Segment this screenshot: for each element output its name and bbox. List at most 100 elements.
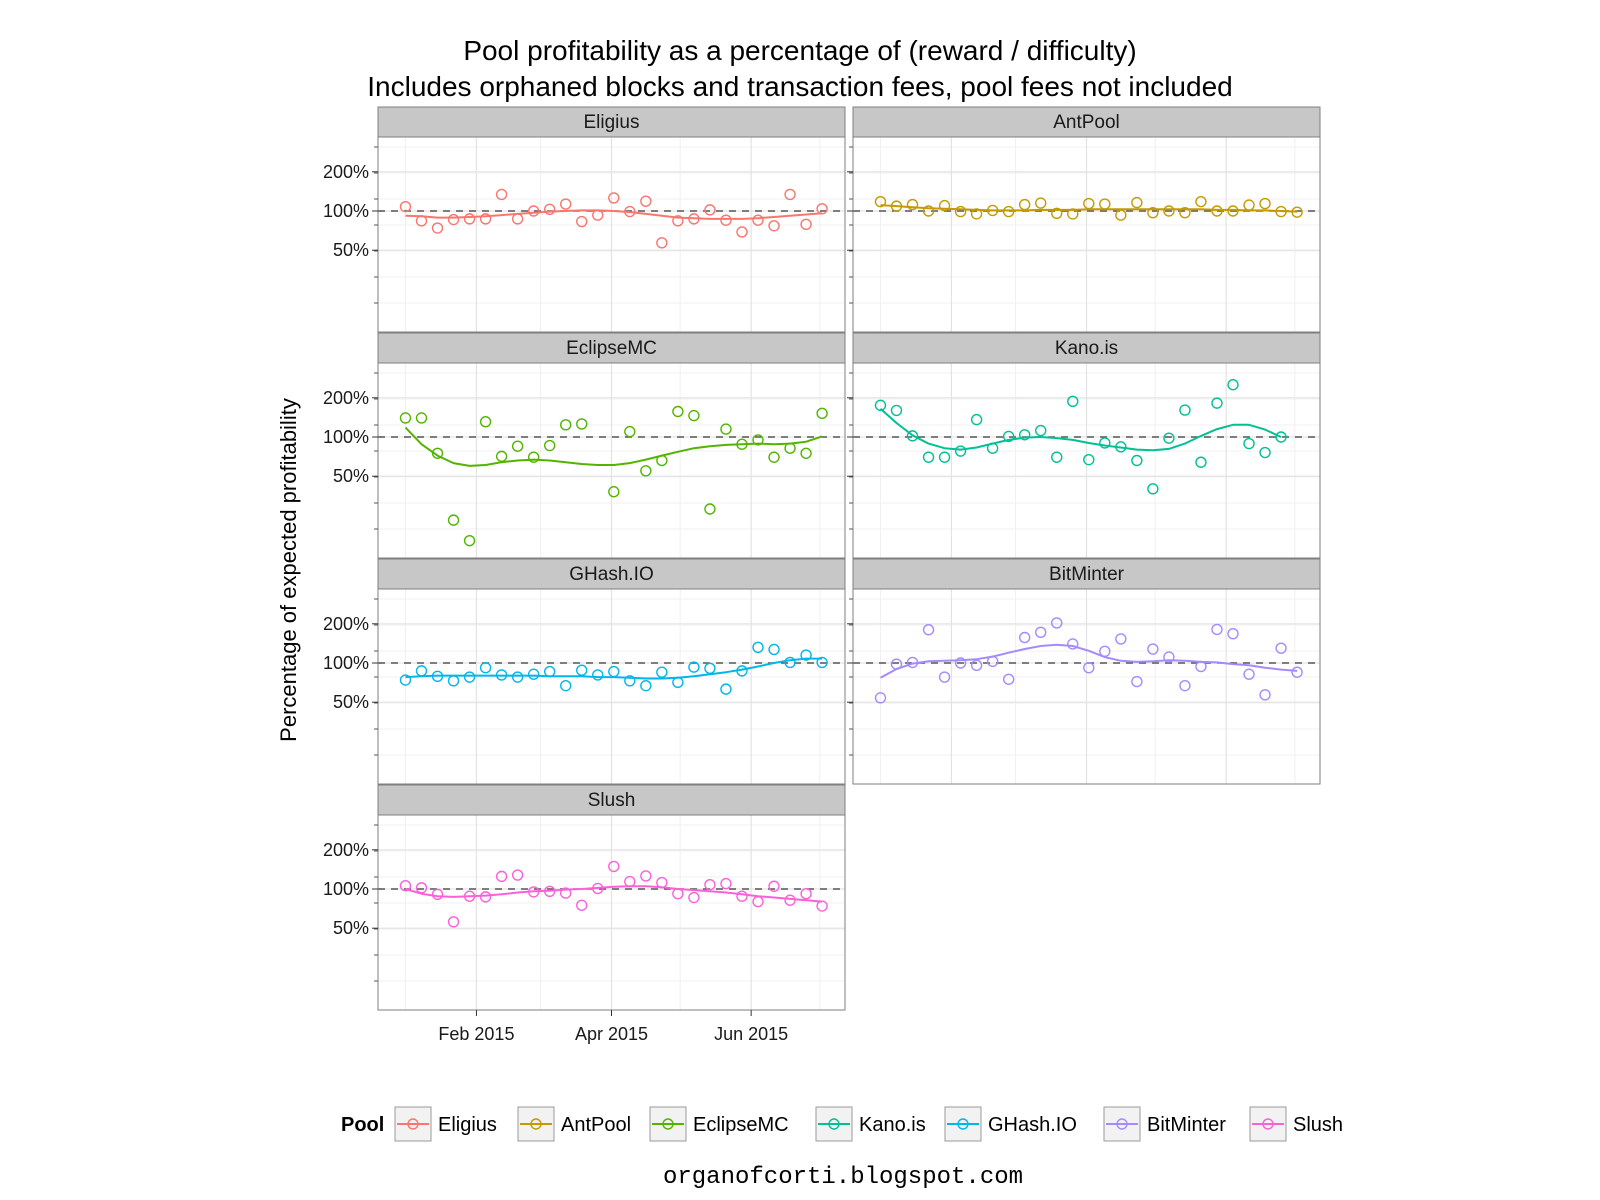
data-point xyxy=(816,656,828,669)
data-point xyxy=(890,404,903,417)
y-tick-label: 200% xyxy=(323,388,369,408)
data-point xyxy=(1002,673,1015,685)
data-point xyxy=(1195,456,1207,468)
data-point xyxy=(672,405,684,418)
data-point xyxy=(768,643,780,656)
panel-kano-is: Kano.is xyxy=(847,332,1321,559)
data-point xyxy=(479,213,492,225)
data-point xyxy=(720,423,732,435)
data-point xyxy=(608,860,620,873)
data-point xyxy=(511,440,524,452)
facet-strip-label: BitMinter xyxy=(1049,564,1125,585)
facet-strip-label: GHash.IO xyxy=(569,564,653,585)
data-point xyxy=(1163,205,1175,217)
y-tick-label: 100% xyxy=(323,427,369,447)
data-point xyxy=(970,208,983,220)
data-point xyxy=(527,205,540,217)
y-tick-label: 200% xyxy=(323,614,369,634)
facet-strip-label: EclipseMC xyxy=(566,338,657,359)
data-point xyxy=(415,412,428,424)
panel-border xyxy=(852,362,1321,559)
data-point xyxy=(1051,617,1063,629)
data-point xyxy=(1018,429,1031,441)
trend-line xyxy=(880,643,1298,679)
panel-border xyxy=(377,362,846,559)
data-point xyxy=(688,213,700,225)
data-point xyxy=(511,869,524,881)
legend-label: AntPool xyxy=(561,1114,631,1136)
data-point xyxy=(560,198,572,210)
data-point xyxy=(1179,207,1191,219)
data-point xyxy=(608,665,620,678)
facet-strip xyxy=(852,558,1321,590)
legend-key-point xyxy=(1262,1118,1274,1130)
data-point xyxy=(986,204,999,217)
data-point xyxy=(495,669,508,681)
data-point xyxy=(640,679,652,692)
data-point xyxy=(415,215,428,227)
facet-strip xyxy=(852,332,1321,364)
data-point xyxy=(938,671,951,683)
data-point xyxy=(624,425,636,438)
data-point xyxy=(672,676,684,689)
panel-eligius: Eligius 200% 100% 50% xyxy=(323,106,846,333)
data-point xyxy=(431,888,444,901)
x-tick-label: Feb 2015 xyxy=(438,1024,514,1044)
data-point xyxy=(479,416,492,428)
data-point xyxy=(970,413,983,426)
data-point xyxy=(592,209,604,221)
trend-line xyxy=(404,426,823,467)
data-point xyxy=(720,877,732,890)
data-point xyxy=(688,891,700,904)
data-point xyxy=(906,656,919,669)
data-point xyxy=(1291,206,1303,218)
data-point xyxy=(1227,379,1239,391)
panel-eclipsemc: EclipseMC 200% 100% 50% xyxy=(323,332,846,579)
data-point xyxy=(656,237,668,249)
facet-strip-label: Slush xyxy=(588,790,636,811)
y-axis-label: Percentage of expected profitability xyxy=(276,398,301,742)
data-point xyxy=(656,876,668,889)
data-point xyxy=(954,205,967,218)
legend-label: Slush xyxy=(1293,1114,1343,1136)
data-point xyxy=(1035,197,1047,209)
data-point xyxy=(688,409,700,422)
legend-key-point xyxy=(530,1118,542,1130)
panel-ghash-io: GHash.IO 200% 100% 50% xyxy=(323,558,846,785)
data-point xyxy=(576,215,588,228)
data-point xyxy=(592,882,604,895)
data-point xyxy=(1115,209,1127,221)
data-point xyxy=(543,203,556,216)
data-point xyxy=(1099,645,1111,657)
data-point xyxy=(704,204,716,216)
y-tick-label: 100% xyxy=(323,879,369,899)
data-point xyxy=(1147,643,1159,655)
data-point xyxy=(463,890,476,902)
data-point xyxy=(1147,483,1159,495)
data-point xyxy=(1195,195,1207,208)
data-point xyxy=(1275,431,1287,443)
data-point xyxy=(784,442,796,454)
data-point xyxy=(656,666,668,678)
data-point xyxy=(874,399,887,412)
data-point xyxy=(447,916,460,928)
data-point xyxy=(768,220,780,232)
chart-title-line-2: Includes orphaned blocks and transaction… xyxy=(367,71,1232,102)
data-point xyxy=(447,514,460,526)
data-point xyxy=(906,430,919,442)
data-point xyxy=(511,213,524,225)
data-point xyxy=(463,534,476,547)
data-point xyxy=(938,199,951,212)
data-point xyxy=(624,205,636,218)
panel-border xyxy=(852,136,1321,333)
data-point xyxy=(938,451,951,463)
data-point xyxy=(752,214,764,226)
data-point xyxy=(495,870,508,883)
data-point xyxy=(1083,197,1095,210)
data-point xyxy=(720,214,732,226)
data-point xyxy=(1227,205,1239,217)
y-tick-label: 100% xyxy=(323,653,369,673)
data-point xyxy=(784,188,796,201)
chart-title-line-1: Pool profitability as a percentage of (r… xyxy=(463,35,1136,66)
data-point xyxy=(1099,437,1111,449)
